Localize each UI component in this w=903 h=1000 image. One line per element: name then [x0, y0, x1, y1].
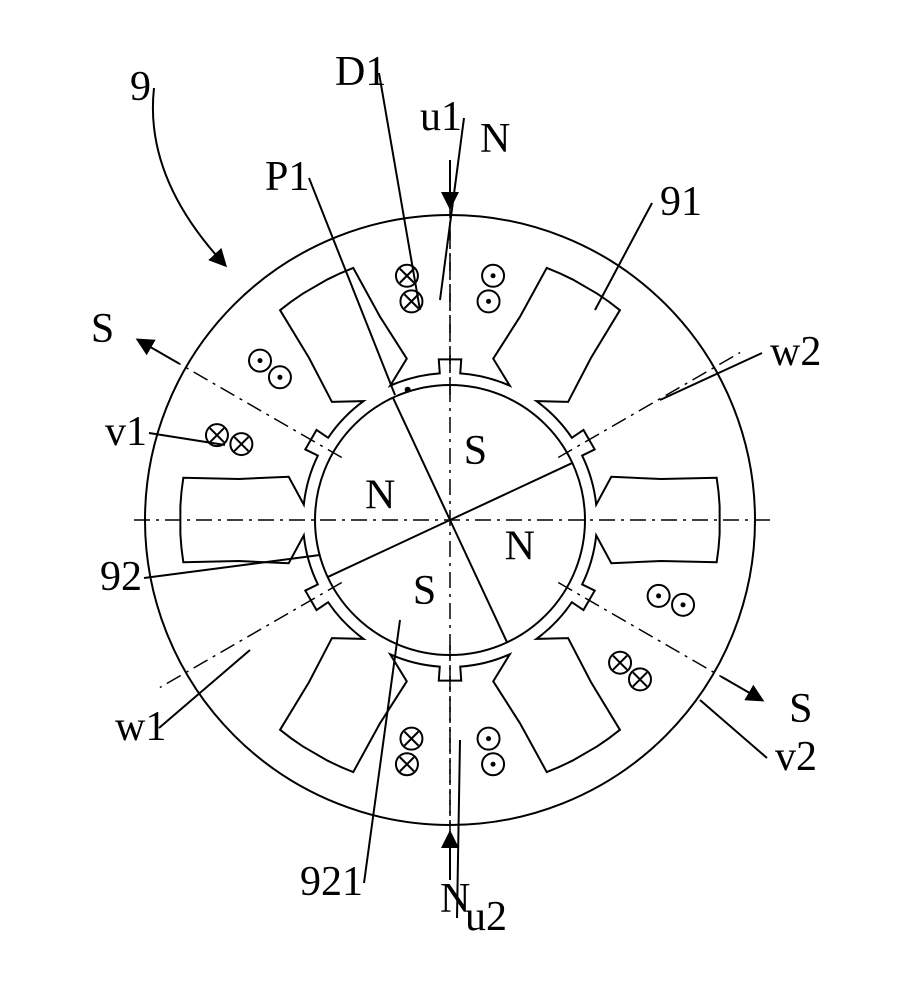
flux-arrow — [138, 340, 179, 364]
leader-label: 921 — [300, 859, 363, 905]
rotor-pole-divider — [450, 520, 507, 642]
leader-label: u1 — [420, 94, 462, 140]
leader-label: 91 — [660, 179, 702, 225]
leader-line — [379, 73, 420, 310]
flux-arrow-label: N — [480, 116, 510, 162]
coil-dot — [656, 593, 661, 598]
leader-label: v2 — [775, 734, 817, 780]
coil-dot — [277, 375, 282, 380]
coil-dot — [258, 358, 263, 363]
leader-line — [660, 353, 762, 400]
flux-arrow-label: S — [789, 686, 812, 732]
leader-line — [700, 700, 767, 758]
leader-line — [153, 88, 225, 265]
rotor-pole-divider — [393, 398, 450, 520]
coil-dot — [491, 762, 496, 767]
leader-label: w2 — [770, 329, 821, 375]
leader-label: D1 — [335, 49, 386, 95]
rotor-pole-label: S — [413, 568, 436, 614]
coil-dot — [486, 736, 491, 741]
coil-dot — [681, 602, 686, 607]
rotor-pole-label: S — [464, 428, 487, 474]
rotor-pole-label: N — [365, 473, 395, 519]
leader-label: v1 — [105, 409, 147, 455]
leader-label: 9 — [130, 64, 151, 110]
leader-line — [309, 178, 395, 395]
coil-dot — [491, 273, 496, 278]
point-p1 — [405, 387, 411, 393]
coil-dot — [486, 299, 491, 304]
rotor-pole-label: N — [505, 523, 535, 569]
leader-line — [440, 118, 464, 300]
leader-label: 92 — [100, 554, 142, 600]
leader-label: u2 — [465, 894, 507, 940]
flux-arrow — [721, 677, 762, 701]
leader-label: P1 — [265, 154, 309, 200]
flux-arrow-label: S — [91, 306, 114, 352]
leader-line — [144, 555, 320, 578]
leader-line — [364, 620, 400, 883]
